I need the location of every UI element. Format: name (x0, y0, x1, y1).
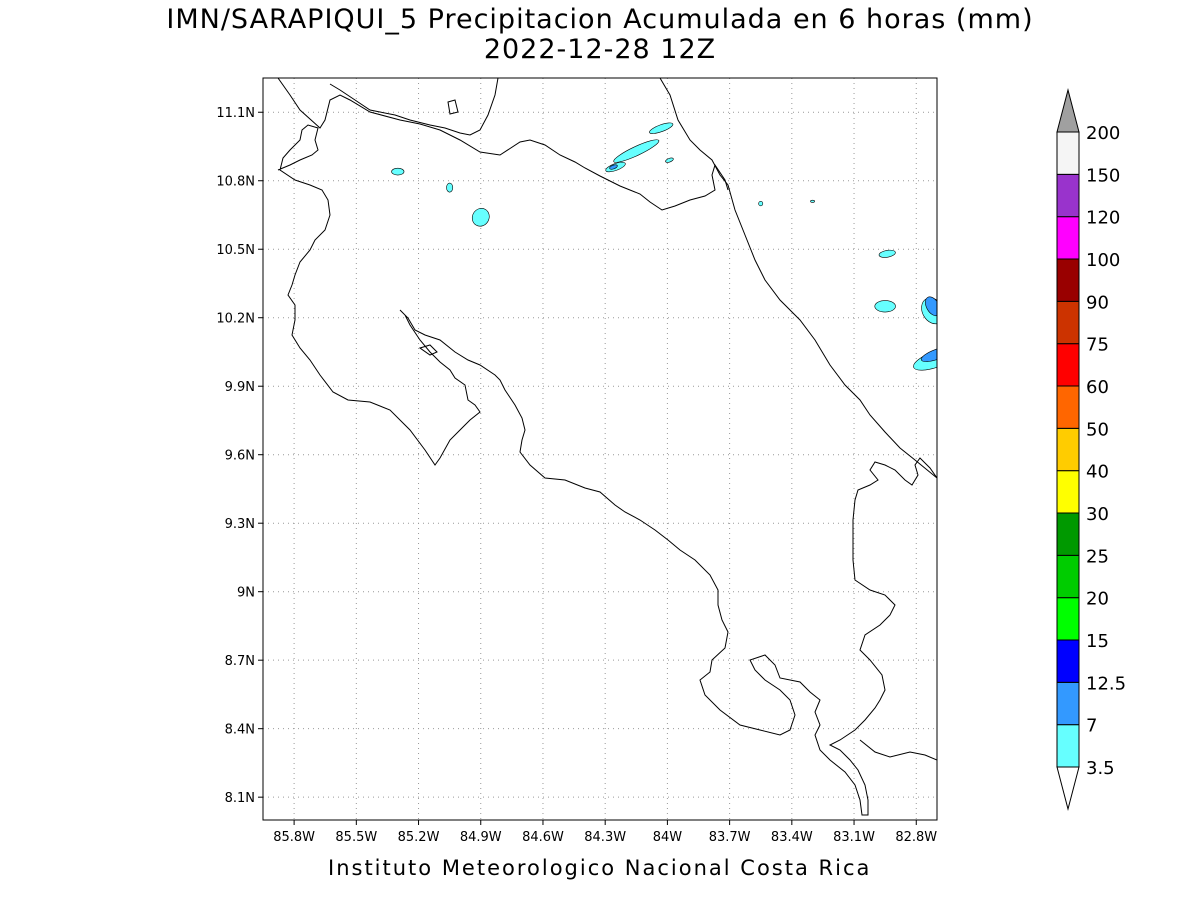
colorbar-label: 150 (1086, 165, 1120, 186)
tick-label-lon: 84.3W (584, 830, 626, 845)
colorbar-swatch (1056, 385, 1080, 429)
precip-cell (471, 208, 490, 227)
tick-label-lat: 10.5N (216, 243, 255, 258)
tick-label-lon: 84.6W (522, 830, 564, 845)
precipitation-layer (391, 122, 1011, 400)
colorbar-swatch (1056, 639, 1080, 683)
colorbar-label: 20 (1086, 589, 1109, 610)
colorbar-over-arrow (1056, 88, 1080, 133)
colorbar-swatch (1056, 512, 1080, 556)
colorbar-swatch (1056, 216, 1080, 260)
precip-cell (758, 200, 764, 207)
precip-cell (921, 346, 937, 362)
map-valid-time: 2022-12-28 12Z (483, 34, 717, 65)
coastline-layer (277, 78, 937, 816)
tick-label-lat: 9.6N (225, 449, 255, 464)
colorbar-label: 3.5 (1086, 758, 1115, 779)
tick-label-lon: 85.8W (273, 830, 315, 845)
colorbar-label: 25 (1086, 546, 1109, 567)
tick-label-lon: 83.4W (771, 830, 813, 845)
colorbar-label: 100 (1086, 250, 1120, 271)
tick-label-lon: 83.7W (709, 830, 751, 845)
colorbar-swatch (1056, 258, 1080, 302)
tick-label-lat: 8.4N (225, 723, 255, 738)
tick-label-lon: 85.5W (335, 830, 377, 845)
caribbean-coast (659, 78, 937, 479)
colorbar-label: 90 (1086, 292, 1109, 313)
map-frame (262, 77, 938, 821)
map-footer-credit: Instituto Meteorologico Nacional Costa R… (328, 856, 872, 880)
precip-cell (939, 344, 956, 355)
colorbar-label: 200 (1086, 123, 1120, 144)
tick-label-lat: 8.7N (225, 654, 255, 669)
colorbar-swatch (1056, 724, 1080, 768)
precip-cell (391, 167, 405, 176)
tick-label-lat: 8.1N (225, 791, 255, 806)
precip-cell (946, 347, 953, 353)
colorbar-swatch (1056, 343, 1080, 387)
colorbar-under-arrow (1056, 766, 1080, 811)
colorbar-swatch (1056, 597, 1080, 641)
colorbar-label: 15 (1086, 631, 1109, 652)
precip-cell (446, 182, 454, 193)
precip-cell (665, 157, 674, 163)
colorbar-swatch (1056, 470, 1080, 514)
colorbar-swatch (1056, 681, 1080, 726)
colorbar-swatch (1056, 427, 1080, 472)
axis-ticks: 85.8W 85.5W 85.2W 84.9W 84.6W 84.3W 84W 83.7W 83… (216, 106, 937, 845)
tick-label-lat: 10.8N (216, 175, 255, 190)
colorbar-label: 7 (1086, 716, 1097, 737)
tick-label-lon: 82.8W (895, 830, 937, 845)
panama-coast (859, 739, 937, 761)
colorbar-swatch (1056, 300, 1080, 345)
colorbar-label: 50 (1086, 419, 1109, 440)
colorbar-swatch (1056, 131, 1080, 175)
island (447, 99, 459, 115)
nicaragua-border (277, 78, 729, 211)
colorbar-label: 40 (1086, 462, 1109, 483)
precip-cell (613, 139, 660, 163)
tick-label-lon: 85.2W (398, 830, 440, 845)
colorbar-label: 75 (1086, 335, 1109, 356)
precip-cell (649, 122, 674, 134)
colorbar-swatch (1056, 173, 1080, 218)
tick-label-lat: 9.9N (225, 380, 255, 395)
precip-cell (1003, 382, 1011, 400)
tick-label-lat: 9.3N (225, 517, 255, 532)
tick-label-lon: 83.1W (833, 830, 875, 845)
tick-label-lat: 10.2N (216, 312, 255, 327)
tick-label-lat: 9N (237, 586, 255, 601)
colorbar-label: 60 (1086, 377, 1109, 398)
colorbar-label: 30 (1086, 504, 1109, 525)
caribbean-coast (329, 78, 499, 136)
pacific-coast (277, 124, 937, 816)
colorbar-swatch (1056, 554, 1080, 599)
tick-label-lon: 84W (653, 830, 683, 845)
colorbar-label: 120 (1086, 208, 1120, 229)
precip-cell (878, 249, 896, 258)
colorbar-label: 12.5 (1086, 673, 1126, 694)
tick-label-lat: 11.1N (216, 106, 255, 121)
tick-label-lon: 84.9W (460, 830, 502, 845)
island (418, 344, 438, 356)
graticule (263, 78, 937, 820)
map-title: IMN/SARAPIQUI_5 Precipitacion Acumulada … (166, 4, 1034, 35)
precip-cell (609, 164, 618, 170)
colorbar: 3.5 7 12.5 15 20 25 30 40 50 60 75 90 100 120 150 200 (1056, 88, 1126, 811)
precip-cell (874, 300, 896, 313)
precip-cell (810, 199, 815, 203)
